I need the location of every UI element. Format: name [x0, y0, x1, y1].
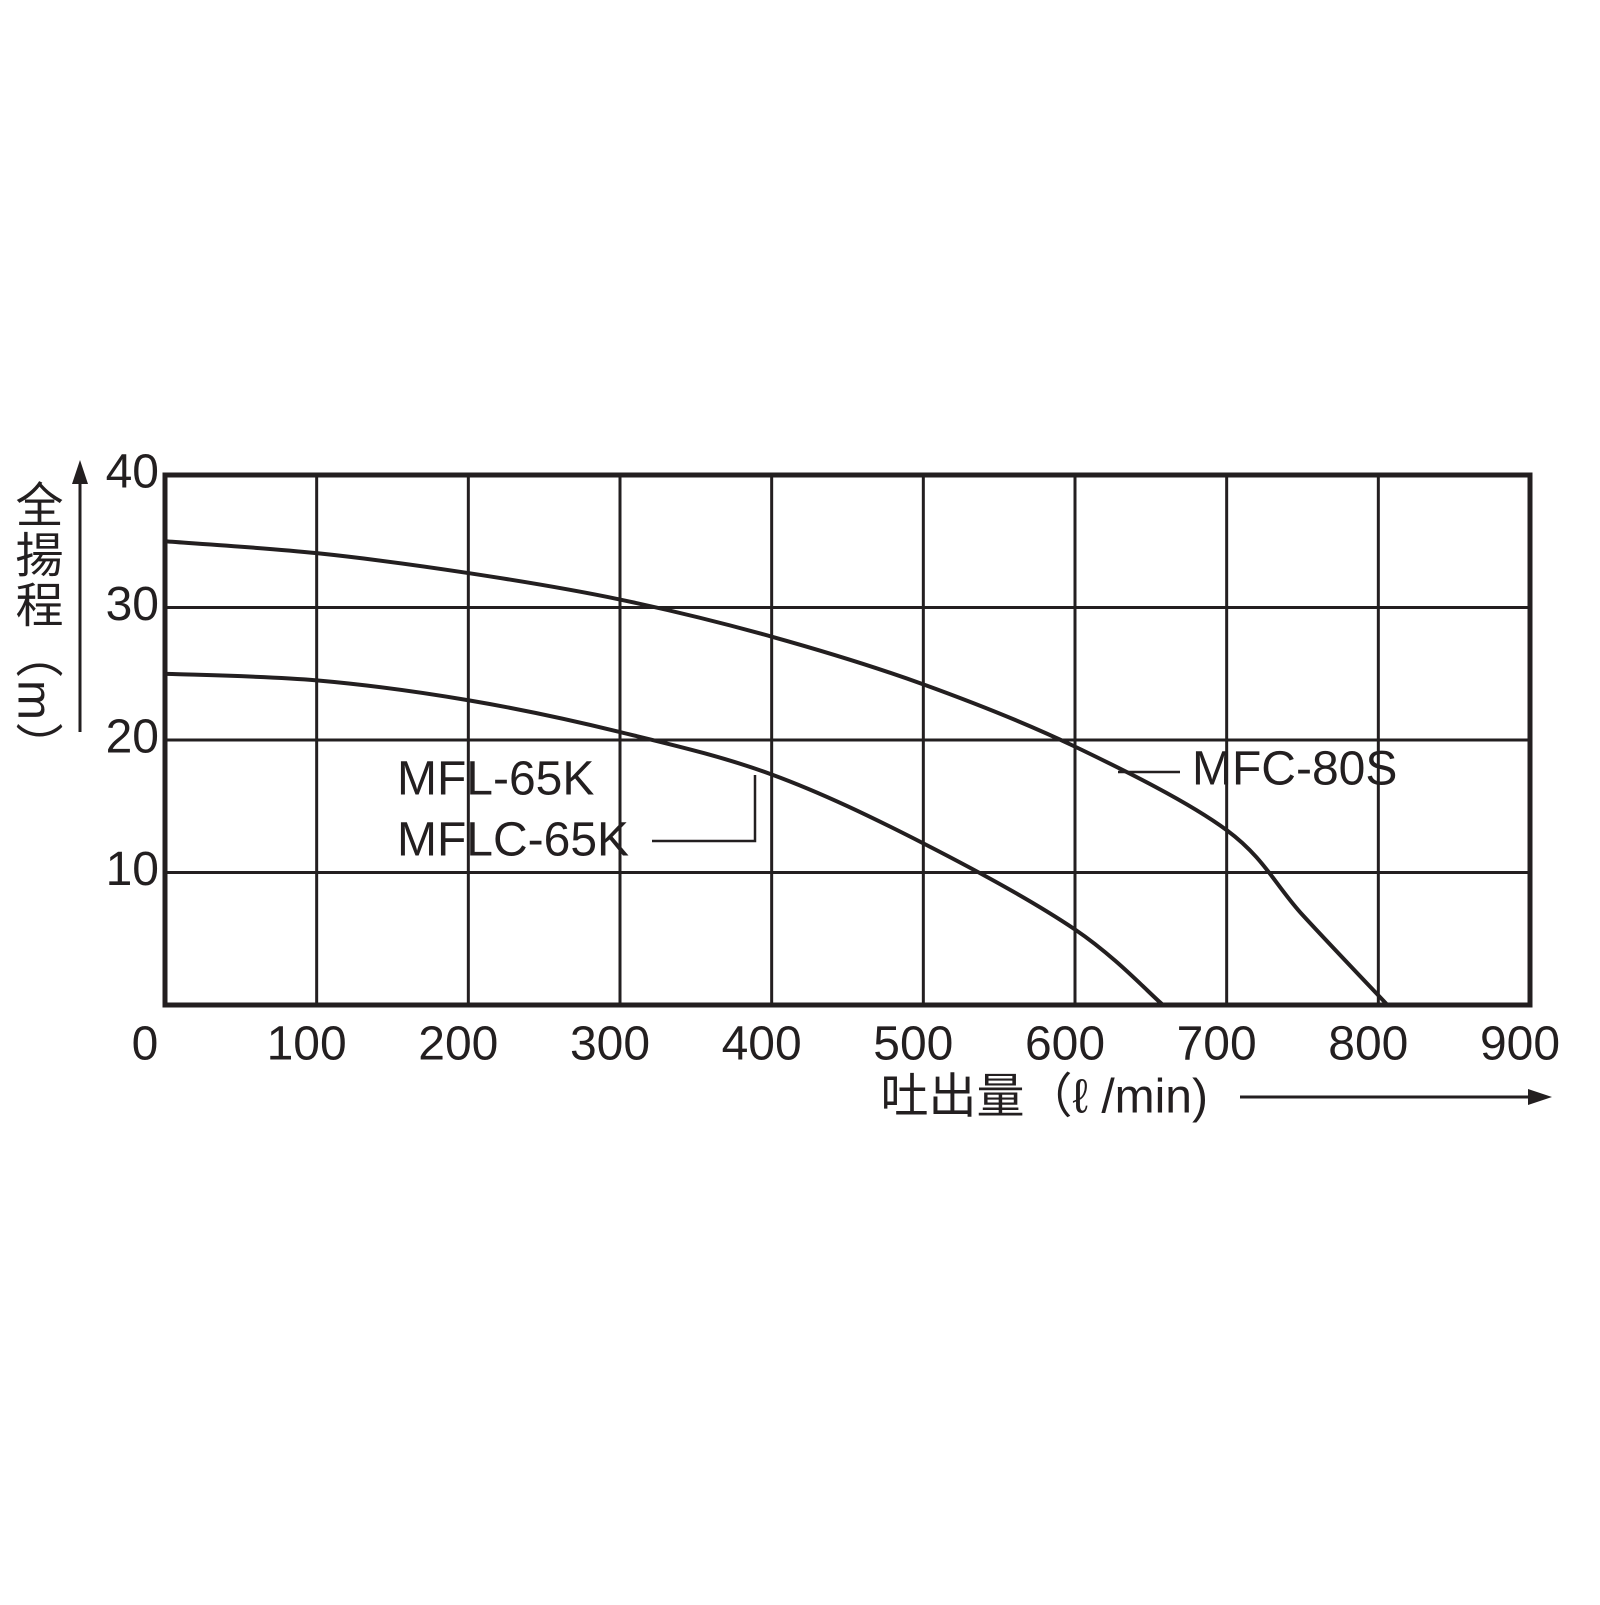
y-tick-label: 40	[106, 446, 159, 499]
x-tick-label: 0	[132, 1018, 159, 1071]
y-tick-label: 30	[106, 578, 159, 631]
x-tick-label: 500	[873, 1018, 953, 1071]
curve	[164, 671, 1165, 1007]
series-label: MFL-65K	[397, 753, 594, 806]
y-tick-label: 20	[106, 711, 159, 764]
annotation: MFLC-65K	[397, 814, 629, 867]
x-tick-label: 200	[418, 1018, 498, 1071]
x-tick-label: 900	[1480, 1018, 1560, 1071]
x-tick-label: 100	[267, 1018, 347, 1071]
x-tick-label: 600	[1025, 1018, 1105, 1071]
plot-frame	[162, 472, 1533, 1008]
x-axis-label: 吐出量（ℓ /min)	[880, 1071, 1208, 1124]
y-arrow-head	[72, 460, 88, 484]
series-label: MFC-80S	[1192, 743, 1397, 796]
leader-line	[652, 775, 757, 843]
x-tick-label: 700	[1177, 1018, 1257, 1071]
curve	[164, 539, 1389, 1007]
x-tick-label: 300	[570, 1018, 650, 1071]
x-tick-label: 400	[722, 1018, 802, 1071]
x-tick-label: 800	[1328, 1018, 1408, 1071]
y-axis-label: 全揚程（m）	[8, 480, 63, 772]
y-tick-label: 10	[106, 843, 159, 896]
x-arrow-head	[1528, 1089, 1552, 1105]
